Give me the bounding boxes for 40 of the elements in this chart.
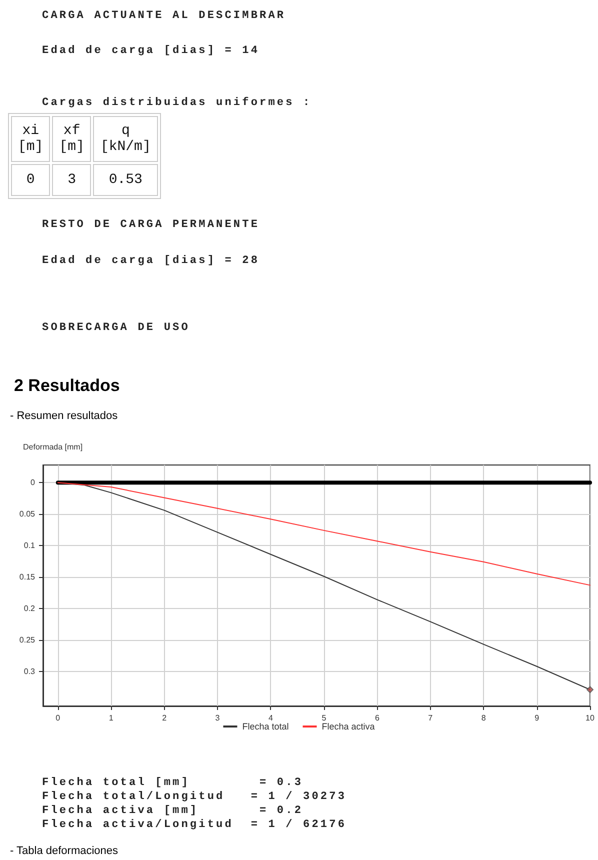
line-series [57,482,590,586]
text: RESTO DE CARGA PERMANENTE [42,219,260,231]
text: SOBRECARGA DE USO [42,322,190,334]
text: - Tabla deformaciones [10,845,118,857]
chart-subtitle: - Resumen resultados [10,410,118,422]
text: Flecha activa [mm] = 0.2 [42,805,304,817]
y-tick-label: 0.15 [19,572,36,582]
text: Edad de carga [dias] = 14 [42,45,260,57]
y-tick-label: 0.1 [24,541,36,550]
text: 0.53 [93,164,158,196]
x-tick-label: 5 [322,714,327,722]
text: xf [m] [52,116,92,162]
text: Cargas distribuidas uniformes : [42,97,312,109]
x-tick-label: 6 [374,714,380,722]
x-tick-label: 1 [108,714,114,722]
chart-title: 2 Resultados [14,376,120,396]
text: 3 [52,164,92,196]
x-tick-label: 8 [481,714,486,722]
text: q [kN/m] [93,116,158,162]
legend-label: Flecha total [242,722,289,732]
y-tick-label: 0 [30,478,36,488]
text: Flecha total [mm] = 0.3 [42,777,304,789]
x-tick-label: 2 [162,714,168,722]
x-tick-label: 10 [586,714,595,722]
x-tick-label: 3 [215,714,220,722]
y-tick-label: 0.25 [19,635,36,644]
x-tick-label: 4 [268,714,274,722]
text: Flecha total/Longitud = 1 / 30273 [42,791,347,803]
y-tick-label: 0.05 [19,510,36,519]
text: CARGA ACTUANTE AL DESCIMBRAR [42,10,286,22]
x-tick-label: 9 [534,714,540,722]
y-tick-label: 0.2 [24,604,36,613]
legend-label: Flecha activa [322,722,375,732]
y-tick-label: 0.3 [24,666,36,676]
y-axis-title: Deformada [mm] [23,442,83,452]
text: Edad de carga [dias] = 28 [42,255,260,267]
x-tick-label: 0 [56,714,61,722]
text: xi [m] [11,116,50,162]
text: Flecha activa/Longitud = 1 / 62176 [42,819,347,831]
x-tick-label: 7 [428,714,434,722]
